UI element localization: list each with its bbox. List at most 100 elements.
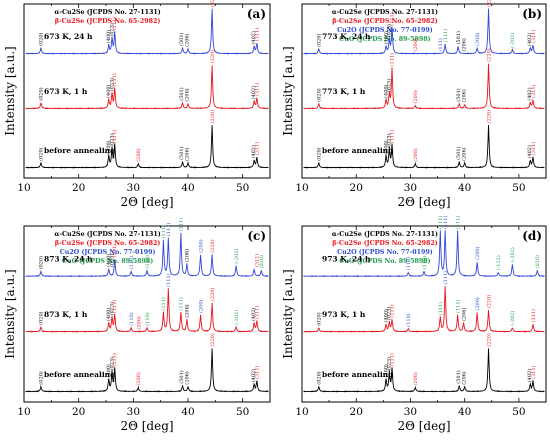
peak-label: (220)	[209, 288, 216, 301]
peak-label: (402)	[250, 86, 257, 99]
peak-label: (111)	[454, 299, 461, 312]
peak-label: (023)	[108, 78, 115, 91]
peak-label: (111)	[111, 130, 118, 143]
peak-label: (020)	[38, 371, 45, 384]
peak-label: (020)	[534, 255, 541, 268]
peak-label: (020)	[38, 311, 45, 324]
legend-entry: α-Cu2Se (JCPDS No. 27-1131)	[332, 231, 438, 238]
series-line	[303, 124, 545, 169]
x-axis-label: 2Θ [deg]	[120, 419, 173, 433]
peak-label: (111)	[178, 218, 185, 231]
peak-label: (206)	[184, 147, 191, 160]
peak-label: (501)	[178, 146, 185, 159]
x-axis-label: 2Θ [deg]	[397, 419, 450, 433]
legend-entry: β-Cu2Se (JCPDS No. 65-2982)	[55, 18, 161, 25]
legend-entry: Cu2O (JCPDS No. 77-0199)	[60, 249, 156, 256]
series-name: before annealing	[44, 146, 116, 155]
series-line	[25, 65, 269, 110]
series-line	[303, 8, 545, 55]
peak-label: (206)	[460, 89, 467, 102]
plot-frame	[301, 3, 547, 179]
series-name: 673 K, 1 h	[44, 87, 88, 96]
peak-label: (402)	[250, 145, 257, 158]
peak-label: (220)	[485, 48, 492, 61]
peak-label: (200)	[412, 148, 419, 161]
peak-label: (111)	[442, 29, 449, 42]
peak-label: (020)	[316, 312, 323, 325]
peak-label: (400)	[382, 309, 389, 322]
peak-label: (020)	[38, 87, 45, 100]
peak-label: (220)	[209, 50, 216, 63]
peak-label: (206)	[460, 147, 467, 160]
peak-label: (400)	[382, 364, 389, 377]
peak-label: (111)	[437, 216, 444, 229]
peak-label: (400)	[382, 31, 389, 44]
panel-label: (c)	[247, 229, 266, 243]
peak-label: (111)	[160, 225, 167, 238]
series-name: 973 K, 1 h	[322, 310, 366, 319]
x-tick-label: 30	[404, 406, 417, 418]
series-line	[25, 8, 269, 55]
peak-label: (111)	[160, 297, 167, 310]
y-axis-label: Intensity [a.u.]	[281, 46, 295, 135]
peak-label: (023)	[386, 307, 393, 320]
x-tick-label: 50	[512, 406, 525, 418]
x-axis-label: 2Θ [deg]	[397, 195, 450, 209]
x-tick-label: 20	[72, 182, 85, 194]
peak-label: (220)	[209, 110, 216, 123]
peak-label: (501)	[178, 87, 185, 100]
peak-label: (206)	[184, 304, 191, 317]
peak-label: (200)	[412, 38, 419, 51]
peak-label: (402)	[250, 308, 257, 321]
series-line	[25, 232, 269, 278]
x-tick-label: 40	[181, 182, 194, 194]
peak-label: (023)	[108, 23, 115, 36]
peak-label: (400)	[382, 140, 389, 153]
series-line	[303, 348, 545, 393]
peak-label: (020)	[316, 88, 323, 101]
peak-label: (023)	[108, 302, 115, 315]
peak-label: (110)	[405, 257, 412, 270]
peak-label: (206)	[460, 38, 467, 51]
peak-label: (311)	[530, 84, 537, 97]
panel-label: (b)	[522, 7, 542, 21]
plot-frame	[23, 225, 271, 403]
peak-label: (200)	[474, 297, 481, 310]
peak-label: (311)	[530, 309, 537, 322]
peak-label: (206)	[184, 249, 191, 262]
peak-label: (200)	[135, 148, 142, 161]
legend-entry: Cu2O (JCPDS No. 77-0199)	[337, 249, 433, 256]
peak-label: (400)	[105, 84, 112, 97]
peak-label: (110)	[144, 255, 151, 268]
peak-label: (200)	[136, 316, 143, 329]
x-tick-label: 20	[350, 182, 363, 194]
x-tick-label: 40	[458, 406, 471, 418]
peak-label: (111)	[442, 271, 449, 284]
series-line	[303, 286, 545, 333]
peak-label: (020)	[258, 255, 265, 268]
x-tick-label: 50	[512, 182, 525, 194]
peak-label: (111)	[388, 353, 395, 366]
series-line	[303, 63, 545, 110]
peak-label: (220)	[485, 295, 492, 308]
legend-entry: β-Cu2Se (JCPDS No. 65-2982)	[55, 240, 161, 247]
x-tick-label: 20	[72, 406, 85, 418]
x-tick-label: 10	[17, 182, 30, 194]
peak-label: (110)	[144, 312, 151, 325]
series-name: 673 K, 24 h	[44, 32, 93, 41]
legend-entry: α-Cu2Se (JCPDS No. 27-1131)	[55, 231, 161, 238]
plot-frame	[23, 3, 271, 179]
series-name: before annealing	[322, 146, 394, 155]
peak-label: (311)	[254, 28, 261, 41]
series-line	[25, 348, 269, 393]
panel-3: 10 20 30 40 50 2Θ [deg] Intensity [a.u.] (d) α-C…	[281, 216, 547, 433]
y-axis-label: Intensity [a.u.]	[281, 269, 295, 358]
peak-label: (-202)	[233, 249, 240, 264]
peak-label: (023)	[386, 24, 393, 37]
peak-label: (020)	[316, 33, 323, 46]
legend-entry: α-Cu2Se (JCPDS No. 27-1131)	[55, 9, 161, 16]
peak-label: (111)	[111, 244, 118, 257]
peak-label: (220)	[485, 0, 492, 7]
legend-entry: β-Cu2Se (JCPDS No. 65-2982)	[332, 240, 438, 247]
peak-label: (111)	[388, 53, 395, 66]
